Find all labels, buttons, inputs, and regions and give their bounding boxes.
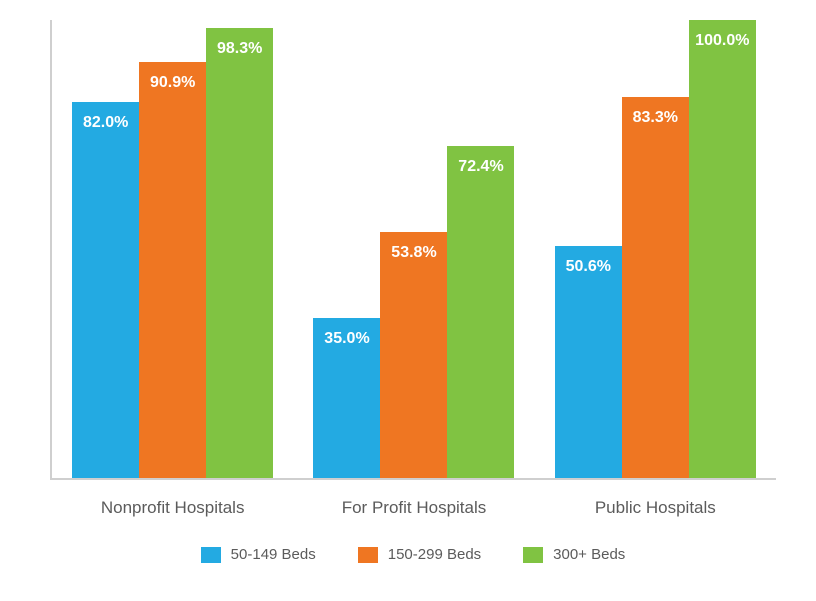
legend-swatch bbox=[523, 547, 543, 563]
bar-group: 50.6% 83.3% 100.0% bbox=[535, 20, 776, 478]
bar: 35.0% bbox=[313, 318, 380, 478]
legend-label: 300+ Beds bbox=[553, 546, 625, 563]
legend-label: 50-149 Beds bbox=[231, 546, 316, 563]
legend-swatch bbox=[201, 547, 221, 563]
legend-item: 150-299 Beds bbox=[358, 546, 481, 563]
legend-item: 50-149 Beds bbox=[201, 546, 316, 563]
bar: 53.8% bbox=[380, 232, 447, 478]
x-axis-label: For Profit Hospitals bbox=[293, 498, 534, 518]
bar-value-label: 50.6% bbox=[566, 258, 611, 276]
x-axis-label: Public Hospitals bbox=[535, 498, 776, 518]
bar: 83.3% bbox=[622, 97, 689, 479]
plot-area: 82.0% 90.9% 98.3% 35.0% 53.8% 72.4% 50.6% 83.3%… bbox=[50, 20, 776, 480]
legend: 50-149 Beds 150-299 Beds 300+ Beds bbox=[50, 546, 776, 563]
bar-value-label: 98.3% bbox=[217, 40, 262, 58]
bar: 98.3% bbox=[206, 28, 273, 478]
x-axis-label: Nonprofit Hospitals bbox=[52, 498, 293, 518]
bar-value-label: 72.4% bbox=[458, 158, 503, 176]
x-axis-labels: Nonprofit HospitalsFor Profit HospitalsP… bbox=[52, 498, 776, 518]
legend-item: 300+ Beds bbox=[523, 546, 625, 563]
bar-group: 35.0% 53.8% 72.4% bbox=[293, 20, 534, 478]
legend-label: 150-299 Beds bbox=[388, 546, 481, 563]
bar: 90.9% bbox=[139, 62, 206, 478]
bar-chart: 82.0% 90.9% 98.3% 35.0% 53.8% 72.4% 50.6% 83.3%… bbox=[0, 0, 816, 601]
bar-value-label: 35.0% bbox=[324, 330, 369, 348]
legend-swatch bbox=[358, 547, 378, 563]
bar: 100.0% bbox=[689, 20, 756, 478]
bar-value-label: 53.8% bbox=[391, 244, 436, 262]
bar: 82.0% bbox=[72, 102, 139, 478]
bar: 72.4% bbox=[447, 146, 514, 478]
bar-value-label: 83.3% bbox=[633, 109, 678, 127]
bar: 50.6% bbox=[555, 246, 622, 478]
bar-value-label: 100.0% bbox=[695, 32, 749, 50]
bar-value-label: 82.0% bbox=[83, 114, 128, 132]
bar-group: 82.0% 90.9% 98.3% bbox=[52, 20, 293, 478]
bar-value-label: 90.9% bbox=[150, 74, 195, 92]
